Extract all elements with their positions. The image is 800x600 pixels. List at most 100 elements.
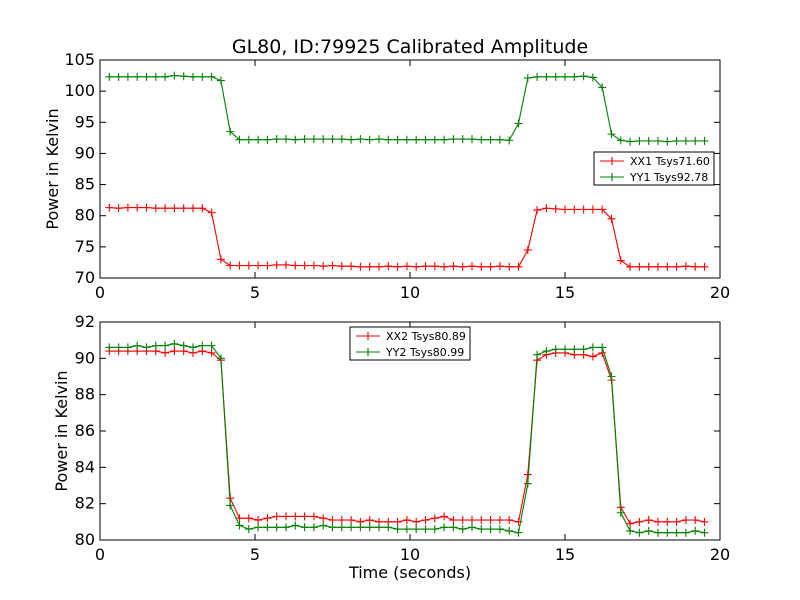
data-point-xx1 [365,262,374,271]
data-point-yy1 [189,72,197,81]
data-point-yy2 [263,523,272,532]
data-point-xx1 [561,205,569,214]
data-point-xx1 [551,204,560,213]
data-point-yy2 [654,528,662,537]
y-tick-label: 80 [75,206,95,225]
y-tick-label: 85 [75,175,95,194]
data-point-xx2 [486,516,495,525]
data-point-yy2 [105,343,114,352]
data-point-yy1 [477,135,486,144]
data-point-yy2 [142,343,151,352]
data-point-yy1 [337,135,346,144]
data-point-yy1 [486,135,495,144]
data-point-yy1 [449,135,458,144]
legend-marker [608,173,616,181]
data-point-xx1 [458,262,467,271]
data-point-xx1 [468,262,476,271]
data-point-xx2 [328,516,337,525]
data-point-yy1 [235,135,244,144]
data-point-yy2 [458,525,467,534]
data-point-xx1 [189,204,197,213]
y-tick-label: 100 [64,81,95,100]
data-point-xx1 [207,208,216,217]
y-tick-label: 90 [75,348,95,367]
data-point-xx1 [328,261,337,270]
data-point-yy2 [319,521,328,530]
data-point-xx1 [272,260,281,269]
data-point-xx2 [291,512,300,521]
legend-label: XX1 Tsys71.60 [630,155,710,168]
data-point-yy2 [402,525,411,534]
data-point-yy2 [179,341,188,350]
x-tick-label: 10 [400,283,420,302]
data-point-yy1 [691,136,700,145]
data-point-yy1 [588,73,597,82]
data-point-xx1 [495,262,504,271]
data-point-yy1 [207,72,216,81]
data-point-xx2 [402,516,411,525]
data-point-xx1 [570,205,579,214]
y-axis-label: Power in Kelvin [52,370,71,491]
data-point-yy1 [402,135,411,144]
data-point-xx2 [681,516,690,525]
data-point-yy2 [505,526,514,535]
data-point-yy1 [300,135,309,144]
data-point-yy1 [533,72,542,81]
data-point-yy2 [347,523,356,532]
data-point-yy1 [282,135,290,144]
y-tick-label: 92 [75,312,95,331]
data-point-xx2 [700,517,709,526]
data-point-xx1 [616,256,625,265]
data-point-xx1 [356,262,365,271]
data-point-yy2 [663,528,672,537]
data-point-xx1 [254,261,263,270]
data-point-xx1 [179,204,188,213]
data-point-xx1 [402,262,411,271]
data-point-xx1 [421,262,430,271]
data-point-yy1 [458,135,467,144]
data-point-yy1 [356,135,365,144]
series-line-yy1 [109,75,705,143]
data-point-yy1 [561,72,569,81]
data-point-yy1 [319,135,328,144]
data-point-yy2 [393,525,402,534]
data-point-yy2 [477,525,486,534]
data-point-yy2 [272,523,281,532]
data-point-yy1 [105,72,114,81]
x-tick-label: 5 [250,545,260,564]
x-tick-label: 15 [555,283,575,302]
legend-marker [608,157,616,165]
data-point-yy1 [616,136,625,145]
data-point-yy2 [235,521,244,530]
data-point-yy1 [393,135,402,144]
x-tick-label: 10 [400,545,420,564]
data-point-yy2 [681,528,690,537]
data-point-xx1 [542,204,551,213]
data-point-xx2 [365,516,374,525]
data-point-yy1 [468,135,476,144]
data-point-xx1 [654,262,662,271]
data-point-yy2 [523,479,532,488]
data-point-yy2 [216,354,225,363]
data-point-xx1 [291,261,300,270]
data-point-yy1 [151,72,160,81]
data-point-xx2 [309,512,318,521]
data-point-xx1 [598,205,607,214]
data-point-yy2 [635,528,644,537]
data-point-yy1 [514,119,523,128]
data-point-yy1 [579,72,588,81]
data-point-yy1 [244,135,253,144]
y-tick-label: 95 [75,112,95,131]
data-point-yy1 [570,72,579,81]
figure-title: GL80, ID:79925 Calibrated Amplitude [232,36,588,58]
data-point-xx2 [626,519,635,528]
data-point-xx1 [691,262,700,271]
data-point-xx1 [161,204,170,213]
data-point-yy2 [328,523,337,532]
data-point-xx1 [672,262,681,271]
data-point-yy1 [412,135,421,144]
data-point-yy2 [514,528,523,537]
data-point-xx2 [449,516,458,525]
data-point-yy2 [170,339,179,348]
data-point-xx2 [468,516,476,525]
